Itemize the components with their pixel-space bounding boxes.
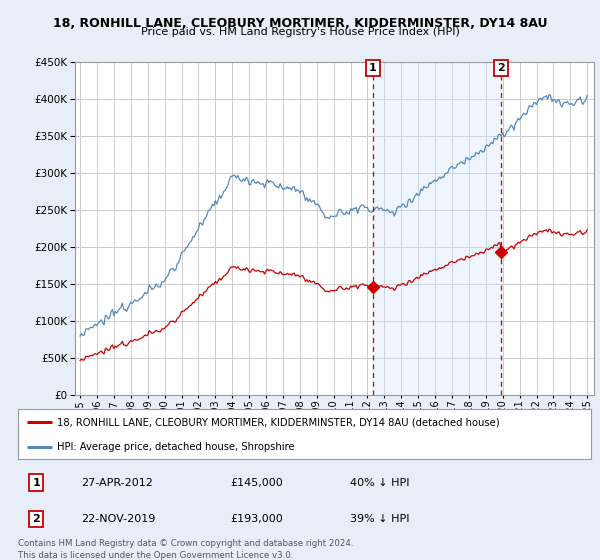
Text: Price paid vs. HM Land Registry's House Price Index (HPI): Price paid vs. HM Land Registry's House …	[140, 27, 460, 37]
Text: 2: 2	[32, 514, 40, 524]
Bar	[373, 62, 501, 395]
Text: 39% ↓ HPI: 39% ↓ HPI	[350, 514, 410, 524]
Text: 27-APR-2012: 27-APR-2012	[81, 478, 153, 488]
Text: 18, RONHILL LANE, CLEOBURY MORTIMER, KIDDERMINSTER, DY14 8AU: 18, RONHILL LANE, CLEOBURY MORTIMER, KID…	[53, 17, 547, 30]
Text: 18, RONHILL LANE, CLEOBURY MORTIMER, KIDDERMINSTER, DY14 8AU (detached house): 18, RONHILL LANE, CLEOBURY MORTIMER, KID…	[57, 417, 500, 427]
Text: 1: 1	[32, 478, 40, 488]
Text: £193,000: £193,000	[230, 514, 283, 524]
Text: 22-NOV-2019: 22-NOV-2019	[81, 514, 155, 524]
Text: Contains HM Land Registry data © Crown copyright and database right 2024.: Contains HM Land Registry data © Crown c…	[18, 539, 353, 548]
Text: £145,000: £145,000	[230, 478, 283, 488]
Text: This data is licensed under the Open Government Licence v3.0.: This data is licensed under the Open Gov…	[18, 551, 293, 560]
Text: 40% ↓ HPI: 40% ↓ HPI	[350, 478, 410, 488]
Text: 1: 1	[369, 63, 377, 73]
Text: HPI: Average price, detached house, Shropshire: HPI: Average price, detached house, Shro…	[57, 442, 295, 451]
Text: 2: 2	[497, 63, 505, 73]
